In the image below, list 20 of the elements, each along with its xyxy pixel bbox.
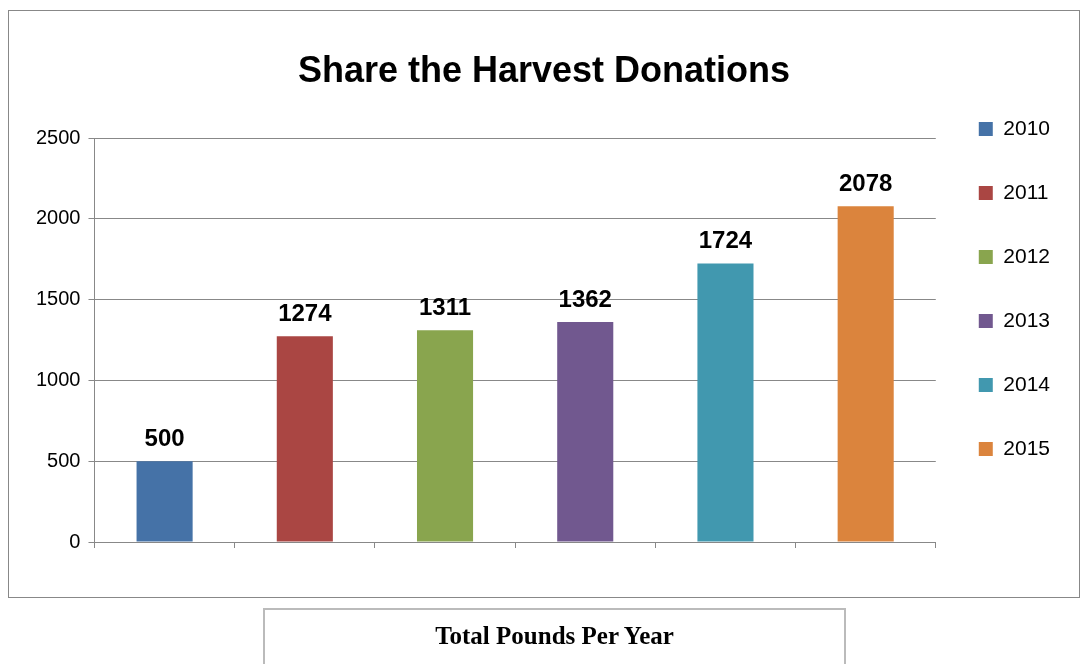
y-tick-label: 1500 bbox=[35, 287, 81, 310]
data-label: 1311 bbox=[418, 292, 472, 320]
legend-label: 2010 bbox=[1003, 115, 1050, 139]
data-label: 1274 bbox=[278, 298, 333, 326]
y-tick-label: 1000 bbox=[35, 368, 81, 390]
y-tick-label: 500 bbox=[47, 448, 81, 471]
legend-label: 2014 bbox=[1003, 371, 1051, 395]
legend-label: 2015 bbox=[1003, 435, 1050, 459]
y-tick-label: 2500 bbox=[35, 125, 81, 148]
legend-label: 2011 bbox=[1003, 179, 1049, 203]
data-label: 1724 bbox=[698, 226, 753, 254]
data-label: 1362 bbox=[558, 284, 612, 312]
chart-title: Share the Harvest Donations bbox=[297, 48, 791, 90]
data-label: 2078 bbox=[838, 168, 893, 196]
y-tick-label: 0 bbox=[69, 529, 81, 552]
data-label: 500 bbox=[144, 423, 185, 451]
legend-label: 2013 bbox=[1003, 307, 1050, 331]
x-axis-title: Total Pounds Per Year bbox=[263, 608, 846, 664]
y-tick-label: 2000 bbox=[35, 206, 81, 229]
legend-label: 2012 bbox=[1003, 243, 1050, 267]
